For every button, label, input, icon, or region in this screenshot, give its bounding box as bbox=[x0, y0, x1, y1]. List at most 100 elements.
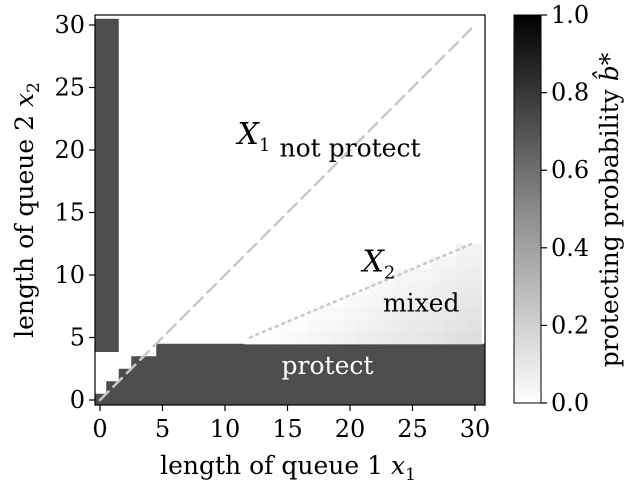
x-tick-label: 0 bbox=[92, 415, 107, 443]
mixed-cell bbox=[293, 318, 307, 332]
mixed-cell bbox=[431, 281, 445, 295]
x-axis-label: length of queue 1 x1 bbox=[160, 451, 416, 483]
y-axis-ticks: 0 5 10 15 20 25 30 bbox=[54, 11, 95, 414]
mixed-cell bbox=[381, 318, 395, 332]
colorbar-tick-label: 0.8 bbox=[551, 79, 589, 107]
mixed-cell bbox=[393, 331, 407, 345]
mixed-cell bbox=[381, 306, 395, 320]
mixed-cell bbox=[318, 331, 332, 345]
colorbar-tick-label: 0.4 bbox=[551, 234, 589, 262]
colorbar-label: protecting probability b̂* bbox=[593, 52, 624, 367]
mixed-cell bbox=[431, 293, 445, 307]
x-tick-label: 10 bbox=[210, 415, 241, 443]
mixed-cell bbox=[468, 256, 482, 270]
set-label: X2 bbox=[361, 244, 396, 283]
x-tick-label: 5 bbox=[155, 415, 170, 443]
x-tick-label: 15 bbox=[272, 415, 303, 443]
region-label: not protect bbox=[279, 133, 420, 162]
mixed-cell bbox=[431, 318, 445, 332]
mixed-cell bbox=[393, 306, 407, 320]
mixed-cell bbox=[393, 281, 407, 295]
set-label: X1 bbox=[236, 117, 271, 156]
mixed-cell bbox=[443, 293, 457, 307]
mixed-cell bbox=[418, 331, 432, 345]
mixed-cell bbox=[456, 306, 470, 320]
protect-step bbox=[131, 356, 145, 405]
mixed-cell bbox=[418, 281, 432, 295]
mixed-cell bbox=[468, 293, 482, 307]
mixed-cell bbox=[281, 331, 295, 345]
y-axis-label: length of queue 2 x2 bbox=[10, 82, 44, 338]
region-label: protect bbox=[282, 351, 374, 380]
mixed-cell bbox=[456, 268, 470, 282]
mixed-cell bbox=[356, 306, 370, 320]
mixed-cell bbox=[306, 331, 320, 345]
mixed-cell bbox=[393, 293, 407, 307]
mixed-cell bbox=[368, 318, 382, 332]
mixed-cell bbox=[331, 331, 345, 345]
protect-vertical-band bbox=[95, 18, 119, 352]
mixed-cell bbox=[468, 268, 482, 282]
mixed-cell bbox=[343, 293, 357, 307]
mixed-cell bbox=[406, 306, 420, 320]
x-tick-label: 25 bbox=[397, 415, 428, 443]
colorbar bbox=[513, 14, 542, 404]
mixed-cell bbox=[356, 293, 370, 307]
protect-step bbox=[156, 343, 170, 405]
mixed-cell bbox=[418, 306, 432, 320]
colorbar-tick-label: 1.0 bbox=[551, 1, 589, 29]
mixed-cell bbox=[356, 331, 370, 345]
mixed-cell bbox=[393, 318, 407, 332]
mixed-cell bbox=[456, 281, 470, 295]
region-annotations: not protect mixed protect bbox=[279, 133, 459, 380]
plot-frame bbox=[94, 14, 486, 406]
x-tick-label: 30 bbox=[460, 415, 491, 443]
mixed-cell bbox=[418, 318, 432, 332]
mixed-cell bbox=[318, 318, 332, 332]
mixed-cell bbox=[431, 256, 445, 270]
mixed-cell bbox=[293, 331, 307, 345]
protect-step bbox=[143, 356, 157, 405]
mixed-cell bbox=[456, 256, 470, 270]
x-tick-label: 20 bbox=[335, 415, 366, 443]
mixed-boundary-line bbox=[248, 241, 477, 339]
mixed-cell bbox=[443, 306, 457, 320]
mixed-cell bbox=[406, 281, 420, 295]
mixed-cell bbox=[306, 318, 320, 332]
mixed-cell bbox=[443, 256, 457, 270]
y-tick-label: 20 bbox=[54, 136, 85, 164]
mixed-cell bbox=[456, 318, 470, 332]
heatmap-area bbox=[95, 18, 485, 405]
mixed-cell bbox=[368, 281, 382, 295]
mixed-cell bbox=[381, 281, 395, 295]
mixed-cell bbox=[368, 331, 382, 345]
mixed-cell bbox=[431, 268, 445, 282]
x-axis-ticks: 0 5 10 15 20 25 30 bbox=[92, 405, 490, 443]
mixed-cell bbox=[343, 306, 357, 320]
mixed-cell bbox=[418, 268, 432, 282]
mixed-cell bbox=[356, 318, 370, 332]
mixed-cell bbox=[443, 281, 457, 295]
colorbar-tick-label: 0.0 bbox=[551, 389, 589, 417]
mixed-cell bbox=[406, 318, 420, 332]
mixed-cell bbox=[343, 331, 357, 345]
mixed-cell bbox=[343, 318, 357, 332]
mixed-cell bbox=[456, 293, 470, 307]
y-tick-label: 30 bbox=[54, 11, 85, 39]
mixed-cell bbox=[406, 268, 420, 282]
colorbar-ticks: 0.0 0.2 0.4 0.6 0.8 1.0 bbox=[541, 1, 589, 417]
mixed-cell bbox=[468, 306, 482, 320]
mixed-cell bbox=[431, 331, 445, 345]
mixed-cell bbox=[368, 293, 382, 307]
mixed-cell bbox=[443, 331, 457, 345]
protect-step bbox=[118, 368, 132, 405]
y-tick-label: 5 bbox=[70, 324, 85, 352]
protect-horizontal-band bbox=[168, 343, 485, 405]
mixed-cell bbox=[381, 293, 395, 307]
mixed-cell bbox=[268, 331, 282, 345]
mixed-cell bbox=[468, 243, 482, 257]
protect-step bbox=[106, 381, 120, 405]
set-labels: X1 X2 bbox=[236, 117, 396, 284]
mixed-cell bbox=[331, 306, 345, 320]
